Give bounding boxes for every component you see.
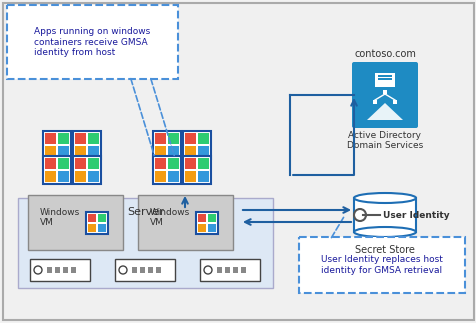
- Bar: [168, 158, 178, 169]
- Bar: [75, 133, 86, 144]
- Bar: [155, 146, 166, 157]
- Bar: [75, 171, 86, 182]
- Bar: [155, 171, 166, 182]
- Bar: [225, 267, 229, 273]
- FancyBboxPatch shape: [28, 195, 122, 250]
- Bar: [217, 267, 221, 273]
- Bar: [45, 146, 56, 157]
- Text: contoso.com: contoso.com: [353, 49, 415, 59]
- Bar: [88, 214, 96, 222]
- Bar: [58, 171, 69, 182]
- Bar: [88, 146, 99, 157]
- Bar: [240, 267, 246, 273]
- Bar: [198, 133, 208, 144]
- Bar: [47, 267, 52, 273]
- FancyBboxPatch shape: [43, 156, 71, 184]
- Bar: [168, 133, 178, 144]
- Bar: [392, 100, 396, 104]
- Bar: [185, 171, 196, 182]
- Bar: [88, 171, 99, 182]
- Bar: [75, 146, 86, 157]
- Bar: [58, 146, 69, 157]
- Circle shape: [204, 266, 211, 274]
- FancyBboxPatch shape: [86, 212, 108, 234]
- FancyBboxPatch shape: [137, 195, 232, 250]
- Bar: [98, 214, 106, 222]
- FancyBboxPatch shape: [153, 156, 180, 184]
- FancyBboxPatch shape: [3, 3, 473, 320]
- Circle shape: [119, 266, 127, 274]
- FancyBboxPatch shape: [298, 237, 464, 293]
- Bar: [372, 100, 376, 104]
- FancyBboxPatch shape: [183, 156, 210, 184]
- Bar: [88, 224, 96, 232]
- Bar: [198, 224, 206, 232]
- Text: Server: Server: [127, 207, 164, 217]
- FancyBboxPatch shape: [351, 62, 417, 128]
- Bar: [58, 158, 69, 169]
- Bar: [208, 224, 216, 232]
- Text: User Identity: User Identity: [382, 211, 449, 220]
- Ellipse shape: [353, 227, 415, 237]
- Bar: [198, 171, 208, 182]
- FancyBboxPatch shape: [73, 156, 101, 184]
- FancyBboxPatch shape: [199, 259, 259, 281]
- Bar: [132, 267, 137, 273]
- FancyBboxPatch shape: [183, 131, 210, 159]
- Bar: [45, 133, 56, 144]
- Circle shape: [34, 266, 42, 274]
- Bar: [88, 133, 99, 144]
- FancyBboxPatch shape: [7, 5, 178, 79]
- Bar: [185, 146, 196, 157]
- Bar: [148, 267, 153, 273]
- FancyBboxPatch shape: [196, 212, 218, 234]
- FancyBboxPatch shape: [73, 131, 101, 159]
- Bar: [353, 198, 415, 232]
- Bar: [185, 158, 196, 169]
- FancyBboxPatch shape: [18, 198, 272, 288]
- FancyBboxPatch shape: [43, 131, 71, 159]
- Bar: [377, 75, 391, 77]
- Text: Windows
VM: Windows VM: [149, 208, 189, 227]
- Bar: [155, 158, 166, 169]
- Bar: [377, 78, 391, 80]
- Text: Active Directory
Domain Services: Active Directory Domain Services: [346, 131, 422, 151]
- Circle shape: [353, 209, 365, 221]
- Bar: [374, 73, 394, 87]
- Bar: [208, 214, 216, 222]
- Bar: [198, 214, 206, 222]
- Bar: [71, 267, 76, 273]
- Bar: [45, 158, 56, 169]
- Bar: [140, 267, 145, 273]
- Bar: [155, 133, 166, 144]
- Text: Secret Store: Secret Store: [354, 245, 414, 255]
- Bar: [156, 267, 161, 273]
- Bar: [198, 146, 208, 157]
- Bar: [232, 267, 238, 273]
- Bar: [98, 224, 106, 232]
- Bar: [45, 171, 56, 182]
- Bar: [58, 133, 69, 144]
- Text: Windows
VM: Windows VM: [40, 208, 79, 227]
- FancyBboxPatch shape: [153, 131, 180, 159]
- Bar: [198, 158, 208, 169]
- Polygon shape: [366, 103, 402, 120]
- Bar: [382, 90, 386, 94]
- Bar: [55, 267, 60, 273]
- FancyBboxPatch shape: [115, 259, 175, 281]
- Bar: [63, 267, 68, 273]
- Text: Apps running on windows
containers receive GMSA
identity from host: Apps running on windows containers recei…: [34, 27, 150, 57]
- Bar: [168, 146, 178, 157]
- Bar: [88, 158, 99, 169]
- Bar: [185, 133, 196, 144]
- Text: User Identity replaces host
identity for GMSA retrieval: User Identity replaces host identity for…: [320, 255, 442, 275]
- Ellipse shape: [353, 193, 415, 203]
- Bar: [168, 171, 178, 182]
- FancyBboxPatch shape: [30, 259, 90, 281]
- Bar: [75, 158, 86, 169]
